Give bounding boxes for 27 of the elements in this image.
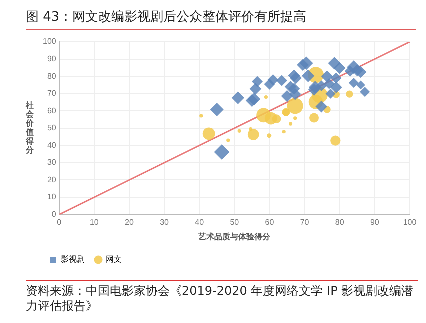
x-axis-title: 艺术品质与体验得分: [198, 232, 272, 242]
y-tick-label: 10: [47, 192, 57, 202]
x-tick-label: 20: [125, 218, 134, 227]
y-tick-label: 80: [47, 72, 57, 81]
y-tick-label: 60: [47, 106, 57, 116]
x-tick-label: 10: [90, 218, 100, 227]
chart-title: 图 43：网文改编影视剧后公众整体评价有所提高: [26, 8, 416, 30]
y-tick-label: 70: [47, 89, 57, 98]
y-tick-label: 30: [47, 158, 57, 168]
y-tick-label: 90: [47, 54, 57, 64]
x-tick-label: 60: [265, 218, 275, 227]
x-tick-label: 30: [160, 218, 170, 227]
x-tick-label: 50: [230, 218, 240, 227]
legend-label: 网文: [106, 255, 122, 264]
x-tick-label: 100: [403, 218, 418, 227]
text: 资料来源：中国电影家协会《2019-2020 年度网络文学 IP 影视剧改编潜力评估报告》: [26, 280, 418, 314]
x-tick-label: 40: [195, 218, 205, 227]
legend-label: 影视剧: [61, 255, 85, 264]
y-tick-label: 50: [47, 124, 57, 133]
y-tick-label: 40: [47, 140, 57, 150]
x-tick-label: 80: [335, 218, 345, 227]
y-tick-label: 100: [42, 37, 57, 46]
y-tick-label: 20: [47, 175, 57, 184]
x-tick-label: 70: [300, 218, 310, 227]
y-tick-label: 0: [52, 210, 57, 220]
x-tick-label: 90: [370, 218, 380, 227]
y-axis-title: 社会价值得分: [25, 100, 35, 155]
